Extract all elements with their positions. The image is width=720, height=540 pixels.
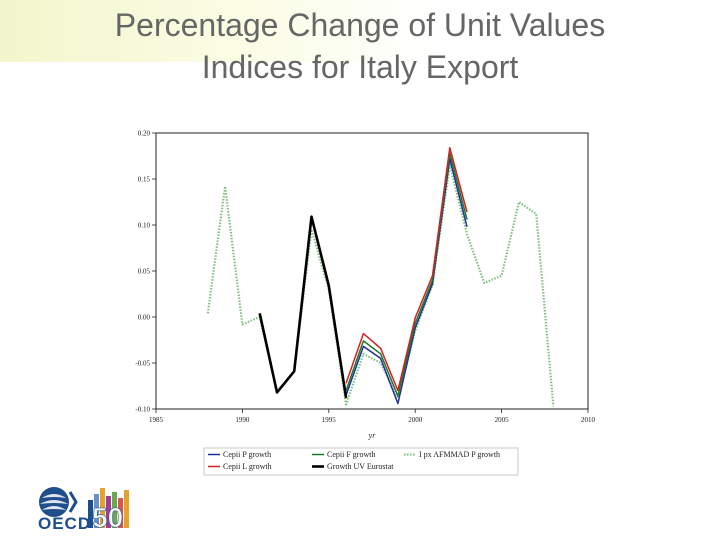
- legend-label: I px AFMMAD P growth: [419, 450, 500, 459]
- y-tick-label: 0.10: [138, 222, 151, 230]
- legend-label: Cepii F growth: [327, 450, 375, 459]
- oecd-logo: 50: [36, 484, 136, 533]
- oecd-globe-icon: 50: [39, 487, 129, 533]
- x-tick-label: 1990: [235, 416, 250, 424]
- x-axis-label: yr: [368, 431, 377, 440]
- y-tick-label: 0.20: [138, 130, 151, 138]
- plot-frame: [155, 132, 589, 410]
- legend-label: Cepii L growth: [223, 462, 272, 471]
- x-tick-label: 1995: [322, 416, 337, 424]
- logo-anniversary-number: 50: [92, 502, 123, 530]
- slide-title: Percentage Change of Unit Values Indices…: [0, 4, 720, 88]
- series-line-cepii-l-growth: [345, 146, 468, 392]
- y-tick-label: -0.10: [135, 406, 150, 414]
- legend-label: Growth UV Eurostat: [327, 462, 394, 471]
- slide-title-line-1: Percentage Change of Unit Values: [114, 7, 606, 43]
- x-tick-label: 1985: [149, 416, 164, 424]
- legend-box: [203, 447, 519, 476]
- y-tick-label: -0.05: [135, 360, 150, 368]
- title-background: [0, 0, 720, 62]
- x-tick-label: 2000: [408, 416, 423, 424]
- legend-label: Cepii P growth: [223, 450, 271, 459]
- y-tick-label: 0.05: [138, 268, 151, 276]
- series-line-growth-uv-eurostat: [258, 215, 348, 399]
- x-tick-label: 2005: [495, 416, 510, 424]
- x-tick-label: 2010: [581, 416, 596, 424]
- y-tick-label: 0.00: [138, 314, 151, 322]
- slide-title-line-2: Indices for Italy Export: [201, 49, 519, 85]
- y-tick-label: 0.15: [138, 176, 151, 184]
- oecd-logo-text: OECD: [38, 514, 92, 533]
